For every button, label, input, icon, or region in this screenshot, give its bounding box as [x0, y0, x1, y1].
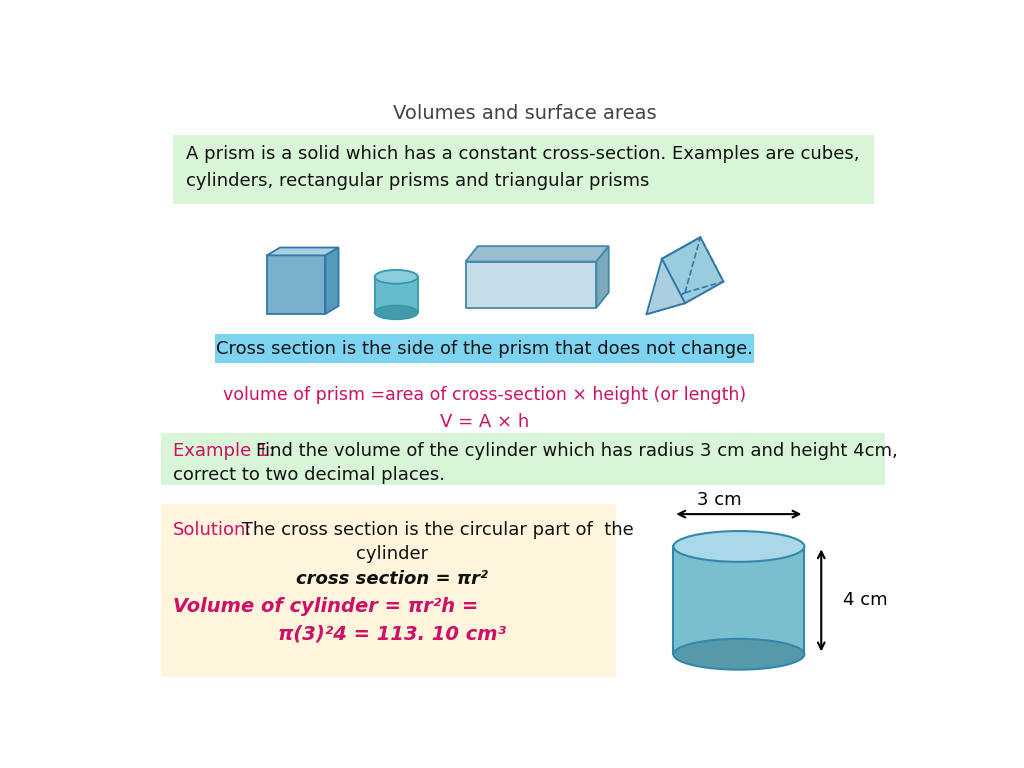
Text: V = A × h: V = A × h — [440, 412, 529, 431]
Ellipse shape — [375, 306, 418, 319]
Polygon shape — [267, 256, 326, 314]
FancyBboxPatch shape — [173, 134, 873, 204]
Polygon shape — [375, 276, 418, 313]
Polygon shape — [466, 247, 608, 262]
Text: π(3)²4 = 113. 10 cm³: π(3)²4 = 113. 10 cm³ — [279, 624, 507, 644]
Text: Find the volume of the cylinder which has radius 3 cm and height 4cm,: Find the volume of the cylinder which ha… — [256, 442, 898, 460]
FancyBboxPatch shape — [162, 504, 615, 677]
Text: Volumes and surface areas: Volumes and surface areas — [393, 104, 656, 123]
FancyBboxPatch shape — [162, 432, 885, 485]
Polygon shape — [646, 282, 724, 314]
Text: cylinders, rectangular prisms and triangular prisms: cylinders, rectangular prisms and triang… — [186, 172, 649, 190]
Text: Example 1:: Example 1: — [173, 442, 274, 460]
Text: 3 cm: 3 cm — [697, 492, 742, 509]
Text: cross section = πr²: cross section = πr² — [296, 570, 488, 588]
Ellipse shape — [375, 270, 418, 283]
Text: correct to two decimal places.: correct to two decimal places. — [173, 466, 444, 484]
Polygon shape — [326, 247, 339, 314]
FancyBboxPatch shape — [215, 334, 755, 363]
Polygon shape — [596, 247, 608, 308]
Text: The cross section is the circular part of  the: The cross section is the circular part o… — [237, 521, 634, 538]
Text: Solution:: Solution: — [173, 521, 252, 538]
Text: 4 cm: 4 cm — [843, 591, 888, 609]
Polygon shape — [267, 247, 339, 256]
Polygon shape — [662, 237, 724, 303]
Text: Cross section is the side of the prism that does not change.: Cross section is the side of the prism t… — [216, 340, 754, 359]
Polygon shape — [674, 547, 804, 654]
Polygon shape — [466, 262, 596, 308]
Text: Volume of cylinder = πr²h =: Volume of cylinder = πr²h = — [173, 597, 478, 616]
Polygon shape — [646, 259, 685, 314]
Text: volume of prism =area of cross-section × height (or length): volume of prism =area of cross-section ×… — [223, 386, 746, 404]
Ellipse shape — [674, 531, 804, 562]
Ellipse shape — [674, 639, 804, 670]
Text: A prism is a solid which has a constant cross-section. Examples are cubes,: A prism is a solid which has a constant … — [186, 144, 859, 163]
Text: cylinder: cylinder — [356, 545, 428, 563]
